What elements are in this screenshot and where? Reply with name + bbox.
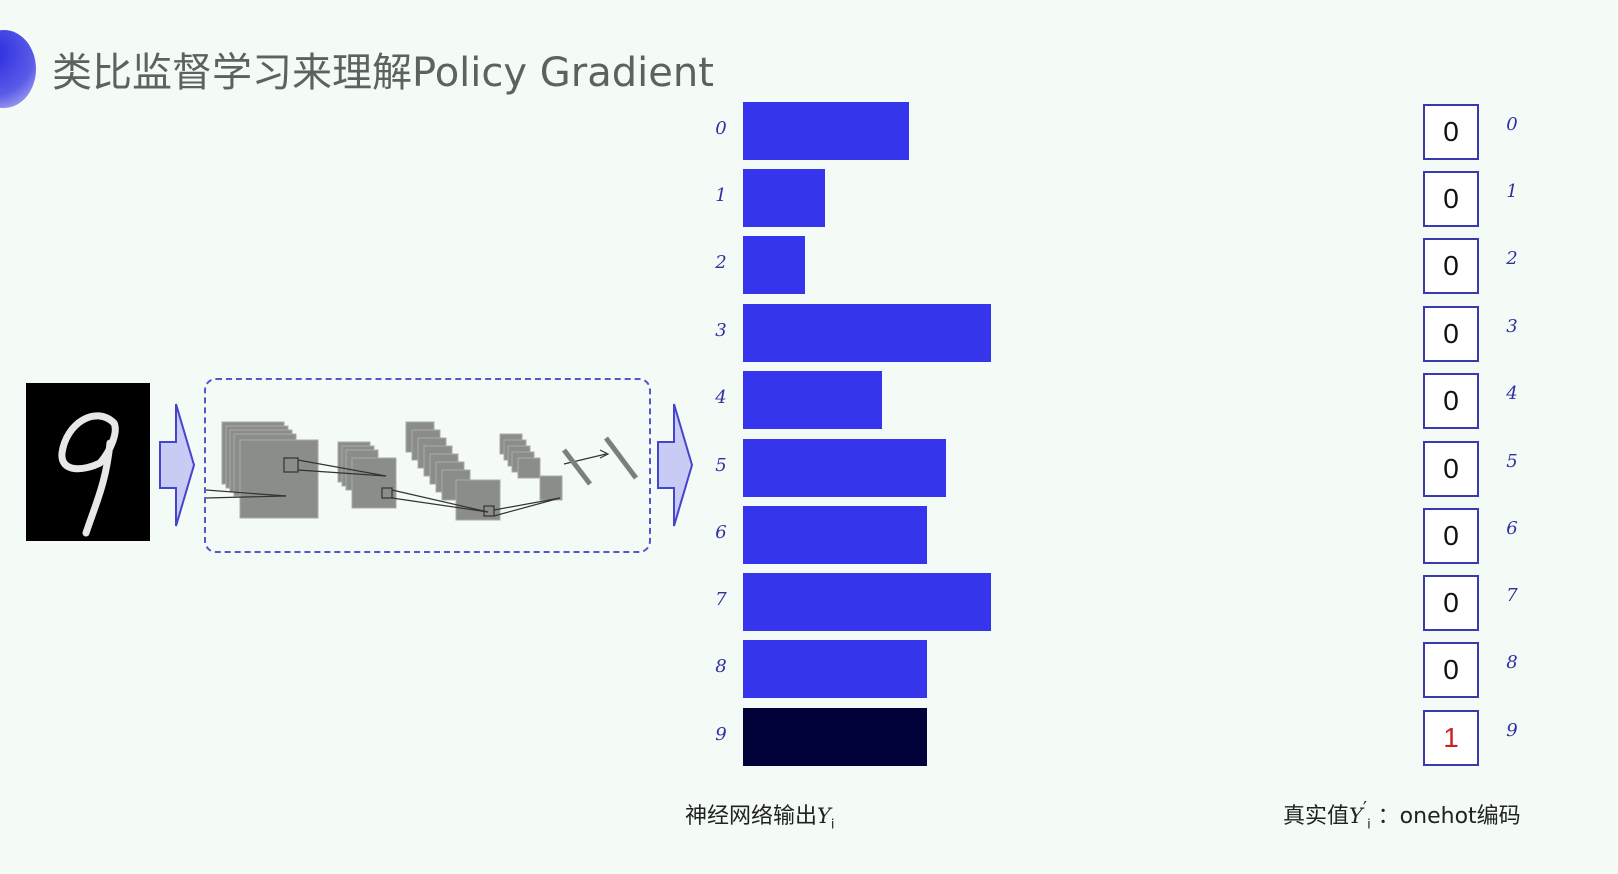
onehot-cell: 1 — [1423, 710, 1479, 766]
ground-truth-caption: 真实值Y′i ：onehot编码 — [1283, 798, 1521, 833]
output-bar — [743, 304, 991, 362]
caption-text: 神经网络输出 — [685, 804, 818, 829]
output-bar — [743, 169, 825, 227]
onehot-cell: 0 — [1423, 642, 1479, 698]
onehot-cell: 0 — [1423, 306, 1479, 362]
output-row-label: 3 — [715, 320, 727, 341]
arrow-right-icon — [657, 403, 694, 527]
onehot-row-label: 0 — [1506, 114, 1518, 135]
onehot-cell: 0 — [1423, 508, 1479, 564]
onehot-row-label: 2 — [1506, 248, 1518, 269]
onehot-cell: 0 — [1423, 373, 1479, 429]
onehot-row-label: 1 — [1506, 181, 1518, 202]
caption-prime: ′ — [1362, 798, 1368, 820]
onehot-row-label: 7 — [1506, 585, 1518, 606]
output-row-label: 4 — [715, 387, 727, 408]
output-row-label: 8 — [715, 656, 727, 677]
network-output-caption: 神经网络输出Yi — [685, 798, 835, 832]
onehot-cell: 0 — [1423, 104, 1479, 160]
output-bar — [743, 708, 927, 766]
caption-subscript: i — [1367, 817, 1371, 833]
output-row-label: 6 — [715, 522, 727, 543]
output-row-label: 0 — [715, 118, 727, 139]
onehot-cell: 0 — [1423, 575, 1479, 631]
onehot-cell: 0 — [1423, 441, 1479, 497]
output-bar — [743, 506, 927, 564]
cnn-model-box — [204, 378, 651, 553]
output-row-label: 2 — [715, 252, 727, 273]
arrow-right-icon — [159, 403, 196, 527]
onehot-row-label: 4 — [1506, 383, 1518, 404]
onehot-cell: 0 — [1423, 238, 1479, 294]
mnist-digit-image — [26, 383, 150, 541]
onehot-row-label: 5 — [1506, 451, 1518, 472]
title-bullet-icon — [0, 30, 36, 108]
onehot-row-label: 8 — [1506, 652, 1518, 673]
caption-variable: Y — [817, 804, 831, 828]
onehot-cell: 0 — [1423, 171, 1479, 227]
output-bar — [743, 439, 946, 497]
onehot-row-label: 6 — [1506, 518, 1518, 539]
onehot-row-label: 9 — [1506, 720, 1518, 741]
caption-suffix: ：onehot编码 — [1370, 804, 1521, 829]
output-bar — [743, 640, 927, 698]
cnn-architecture-icon — [205, 421, 638, 521]
output-bar — [743, 573, 991, 631]
output-bar — [743, 102, 909, 160]
slide-title: 类比监督学习来理解Policy Gradient — [52, 50, 714, 96]
caption-subscript: i — [830, 817, 835, 833]
output-bar — [743, 371, 882, 429]
caption-variable: Y — [1349, 804, 1363, 828]
output-bar — [743, 236, 805, 294]
output-row-label: 9 — [715, 724, 727, 745]
caption-text: 真实值 — [1283, 804, 1350, 829]
output-row-label: 5 — [715, 455, 727, 476]
output-row-label: 1 — [715, 185, 727, 206]
onehot-row-label: 3 — [1506, 316, 1518, 337]
output-row-label: 7 — [715, 589, 727, 610]
